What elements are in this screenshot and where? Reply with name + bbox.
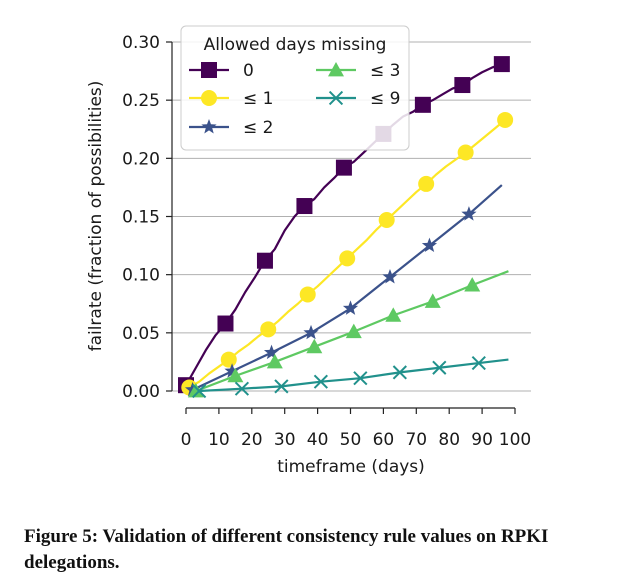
legend-item: ≤ 1 (189, 89, 273, 109)
data-point (260, 321, 277, 338)
data-point (345, 323, 362, 339)
data-point (217, 315, 234, 332)
x-tick-label: 90 (471, 430, 493, 450)
data-point (303, 324, 319, 340)
legend-label: ≤ 3 (370, 61, 400, 81)
series-x (192, 355, 509, 399)
data-point (457, 144, 474, 161)
legend-item: ≤ 3 (316, 61, 400, 81)
data-point (421, 237, 438, 253)
x-marker-stroke (353, 371, 368, 386)
data-point (432, 360, 447, 375)
x-marker-stroke (471, 355, 486, 371)
series-circle (181, 111, 514, 396)
data-point (378, 211, 395, 228)
data-point (256, 252, 273, 269)
data-point (266, 353, 283, 369)
legend-box (180, 25, 410, 151)
figure-caption: Figure 5: Validation of different consis… (24, 526, 549, 573)
data-point (299, 286, 316, 303)
legend-item: ≤ 9 (316, 89, 400, 109)
x-marker-stroke (313, 374, 328, 389)
legend-item: 0 (189, 61, 254, 81)
series-square (178, 56, 510, 394)
series-line (192, 184, 503, 391)
data-point (414, 96, 431, 113)
data-point (353, 371, 368, 386)
y-axis-label: failrate (fraction of possibilities) (86, 81, 106, 352)
data-point (493, 56, 510, 73)
series-triangle (187, 270, 509, 398)
x-tick-label: 60 (373, 430, 395, 450)
x-tick-label: 30 (274, 430, 296, 450)
data-point (263, 344, 280, 360)
x-marker-stroke (328, 90, 344, 106)
legend-item: ≤ 2 (189, 118, 273, 138)
legend-label: 0 (243, 61, 254, 81)
legend-swatch-marker (328, 62, 344, 77)
y-tick-label: 0.25 (122, 91, 160, 111)
legend-label: ≤ 1 (243, 89, 273, 109)
y-tick-label: 0.05 (122, 324, 160, 344)
x-tick-label: 100 (499, 430, 531, 450)
y-tick-label: 0.20 (122, 149, 160, 169)
legend-title: Allowed days missing (204, 35, 387, 55)
x-tick-label: 80 (438, 430, 460, 450)
x-axis-label: timeframe (days) (277, 457, 425, 477)
data-point (464, 277, 481, 292)
series-lines (178, 56, 514, 399)
x-tick-label: 20 (241, 430, 263, 450)
data-point (274, 379, 289, 394)
data-point (224, 363, 240, 378)
x-tick-label: 40 (307, 430, 329, 450)
data-point (497, 111, 514, 128)
failrate-line-chart: 0.00 0.05 0.10 0.15 0.20 0.25 0.30 0 10 20 30 40 50 6… (86, 25, 531, 477)
x-marker-stroke (234, 381, 250, 396)
data-point (187, 383, 204, 398)
x-marker-stroke (274, 379, 289, 394)
y-tick-label: 0.00 (122, 382, 160, 402)
data-point (461, 206, 477, 221)
data-point (471, 355, 486, 371)
data-point (339, 250, 356, 267)
x-marker-stroke (392, 365, 407, 380)
x-marker-stroke (432, 360, 447, 375)
y-tick-label: 0.30 (122, 33, 160, 53)
legend-swatch-marker (201, 90, 217, 106)
data-point (220, 351, 237, 368)
x-tick-label: 50 (340, 430, 362, 450)
legend-swatch-marker (201, 119, 217, 134)
legend: Allowed days missing 0 ≤ 1 ≤ 2 ≤ 3 ≤ 9 (180, 25, 410, 151)
data-point (424, 293, 441, 308)
data-point (306, 338, 323, 354)
tick-labels: 0.00 0.05 0.10 0.15 0.20 0.25 0.30 0 10 20 30 40 50 6… (122, 33, 531, 450)
data-point (418, 175, 435, 192)
data-point (392, 365, 407, 380)
data-point (342, 300, 359, 315)
data-point (335, 159, 352, 176)
legend-label: ≤ 9 (370, 89, 400, 109)
x-tick-label: 0 (181, 430, 192, 450)
x-tick-label: 10 (208, 430, 230, 450)
axes (166, 41, 516, 414)
y-tick-label: 0.15 (122, 208, 160, 228)
data-point (234, 381, 250, 396)
data-point (296, 198, 313, 215)
x-marker-stroke (192, 383, 207, 399)
legend-swatch-marker (201, 62, 217, 78)
legend-label: ≤ 2 (243, 118, 273, 138)
legend-swatch-marker (328, 90, 344, 106)
data-point (313, 374, 328, 389)
data-point (385, 307, 402, 322)
data-point (382, 268, 398, 284)
data-point (454, 77, 471, 94)
data-point (227, 367, 244, 383)
data-point (192, 383, 207, 399)
y-tick-label: 0.10 (122, 266, 160, 286)
x-tick-label: 70 (405, 430, 427, 450)
